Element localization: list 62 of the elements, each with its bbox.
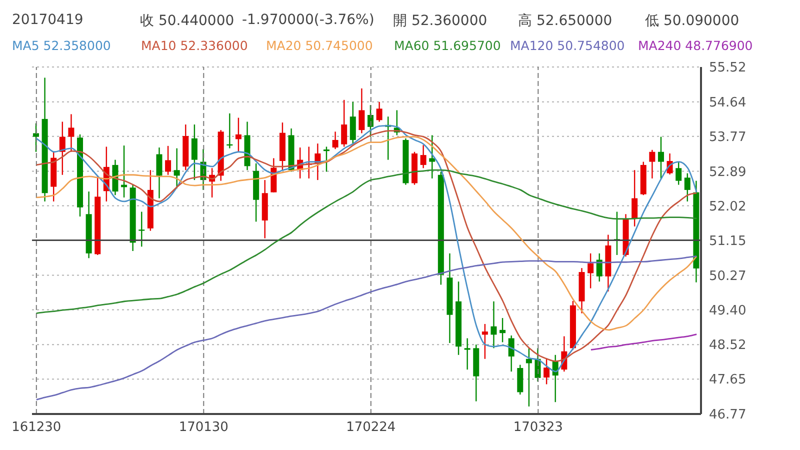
candlestick: [332, 131, 338, 150]
text: -1.970000(-3.76%): [242, 12, 374, 28]
candlestick: [59, 121, 66, 176]
y-tick-label: 53.77: [709, 130, 746, 146]
candlestick: [490, 300, 497, 349]
candlestick: [684, 172, 690, 202]
y-tick-label: 47.65: [709, 372, 746, 388]
candlestick: [632, 170, 638, 228]
line-series: [36, 169, 698, 314]
candlestick: [464, 338, 470, 370]
y-tick-label: 50.27: [709, 268, 746, 284]
candlestick: [420, 144, 426, 169]
line-series: [590, 334, 698, 350]
candlestick: [429, 134, 436, 180]
candlestick: [174, 148, 180, 189]
candlestick: [191, 124, 198, 181]
y-tick-label: 55.52: [709, 60, 746, 76]
y-tick-label: 51.15: [709, 234, 746, 249]
line-series: [36, 136, 698, 331]
text: 收 50.440000: [140, 12, 234, 30]
candlestick: [658, 136, 664, 180]
candlestick: [676, 161, 682, 186]
y-tick-label: 52.02: [709, 199, 746, 214]
candlestick: [649, 149, 656, 180]
y-tick-label: 54.64: [709, 96, 746, 111]
candlestick: [156, 146, 162, 199]
y-tick-label: 49.40: [709, 303, 746, 318]
candlestick: [323, 146, 330, 172]
candlestick: [588, 252, 594, 289]
candlestick: [138, 211, 145, 248]
candlestick: [508, 334, 514, 372]
candlestick: [482, 323, 488, 360]
text: 高 52.650000: [518, 12, 612, 30]
text: MA240 48.776900: [638, 38, 753, 53]
candlestick: [350, 101, 356, 144]
candlestick: [341, 99, 348, 148]
candlestick: [165, 145, 172, 176]
text: MA20 50.745000: [266, 38, 373, 53]
candlestick: [376, 101, 382, 122]
x-tick-label: 170323: [513, 420, 563, 436]
text: MA5 52.358000: [12, 38, 111, 53]
y-tick-label: 46.77: [709, 408, 746, 423]
candlestick: [358, 88, 365, 134]
text: 低 50.090000: [645, 12, 740, 30]
candlestick: [235, 117, 242, 152]
text: MA60 51.695700: [394, 38, 501, 53]
text: 20170419: [12, 12, 84, 28]
x-tick-label: 170224: [346, 420, 396, 436]
candlestick: [33, 122, 39, 152]
text: MA120 50.754800: [510, 38, 625, 53]
line-series: [36, 255, 698, 400]
y-tick-label: 52.89: [709, 164, 746, 180]
candlestick: [500, 317, 506, 343]
candlestick: [544, 357, 550, 385]
x-tick-label: 170130: [178, 420, 228, 436]
text: MA10 52.336000: [141, 38, 248, 53]
candlestick: [596, 252, 602, 282]
x-tick-label: 161230: [12, 420, 62, 436]
y-tick-label: 48.52: [709, 338, 746, 354]
text: 開 52.360000: [393, 12, 488, 30]
candlestick: [68, 114, 74, 152]
candlestick: [526, 348, 532, 408]
